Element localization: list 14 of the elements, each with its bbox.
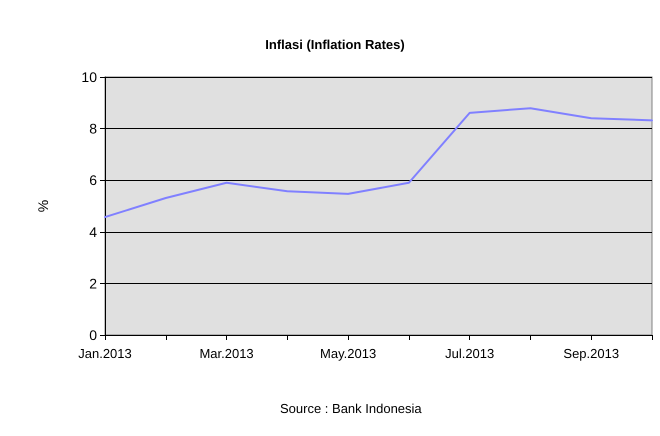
x-tick-label: Jul.2013 bbox=[445, 346, 494, 361]
chart-title: Inflasi (Inflation Rates) bbox=[265, 37, 405, 52]
y-tick-label: 8 bbox=[89, 120, 98, 137]
y-tick-label: 10 bbox=[81, 69, 98, 85]
y-tick-label: 6 bbox=[89, 172, 98, 188]
x-tick-label: Jan.2013 bbox=[78, 346, 132, 361]
x-tick-label: Mar.2013 bbox=[199, 346, 254, 361]
x-tick-label: Sep.2013 bbox=[563, 346, 620, 361]
source-note: Source : Bank Indonesia bbox=[280, 401, 422, 416]
y-tick-label: 0 bbox=[89, 327, 98, 343]
y-axis-title: % bbox=[35, 200, 51, 212]
y-tick-label: 4 bbox=[89, 224, 98, 240]
x-tick-label: May.2013 bbox=[320, 346, 376, 361]
y-tick-label: 2 bbox=[89, 275, 98, 292]
